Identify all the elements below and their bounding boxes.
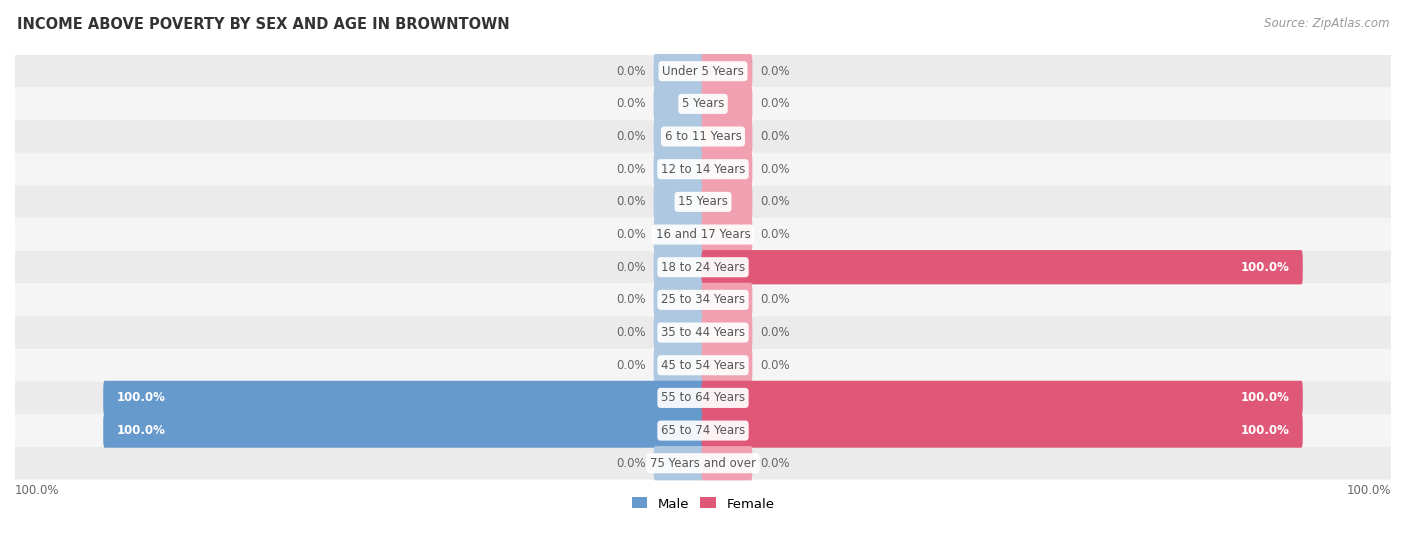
- FancyBboxPatch shape: [702, 119, 752, 153]
- Text: 0.0%: 0.0%: [617, 130, 647, 143]
- FancyBboxPatch shape: [702, 218, 752, 252]
- FancyBboxPatch shape: [15, 414, 1391, 447]
- FancyBboxPatch shape: [702, 446, 752, 480]
- FancyBboxPatch shape: [15, 251, 1391, 283]
- Text: 0.0%: 0.0%: [617, 326, 647, 339]
- FancyBboxPatch shape: [702, 283, 752, 317]
- FancyBboxPatch shape: [702, 86, 752, 121]
- FancyBboxPatch shape: [702, 185, 752, 219]
- Text: 12 to 14 Years: 12 to 14 Years: [661, 163, 745, 176]
- FancyBboxPatch shape: [103, 413, 704, 448]
- FancyBboxPatch shape: [654, 54, 704, 88]
- FancyBboxPatch shape: [654, 283, 704, 317]
- Text: 0.0%: 0.0%: [617, 261, 647, 274]
- Text: 100.0%: 100.0%: [1240, 261, 1289, 274]
- Text: 100.0%: 100.0%: [1240, 391, 1289, 405]
- FancyBboxPatch shape: [702, 381, 1303, 415]
- FancyBboxPatch shape: [654, 446, 704, 480]
- FancyBboxPatch shape: [654, 119, 704, 153]
- Text: INCOME ABOVE POVERTY BY SEX AND AGE IN BROWNTOWN: INCOME ABOVE POVERTY BY SEX AND AGE IN B…: [17, 17, 509, 32]
- Text: 0.0%: 0.0%: [617, 359, 647, 372]
- Text: 100.0%: 100.0%: [1347, 484, 1391, 498]
- Text: 18 to 24 Years: 18 to 24 Years: [661, 261, 745, 274]
- Text: 0.0%: 0.0%: [759, 195, 789, 208]
- Text: 75 Years and over: 75 Years and over: [650, 457, 756, 470]
- Text: 0.0%: 0.0%: [759, 163, 789, 176]
- Text: 0.0%: 0.0%: [617, 163, 647, 176]
- Text: Source: ZipAtlas.com: Source: ZipAtlas.com: [1264, 17, 1389, 30]
- FancyBboxPatch shape: [702, 54, 752, 88]
- Text: 100.0%: 100.0%: [117, 424, 166, 437]
- Text: 0.0%: 0.0%: [617, 228, 647, 241]
- FancyBboxPatch shape: [15, 55, 1391, 88]
- Text: 0.0%: 0.0%: [617, 65, 647, 78]
- Text: 0.0%: 0.0%: [617, 195, 647, 208]
- FancyBboxPatch shape: [15, 153, 1391, 186]
- FancyBboxPatch shape: [702, 315, 752, 350]
- FancyBboxPatch shape: [15, 349, 1391, 382]
- FancyBboxPatch shape: [103, 381, 704, 415]
- FancyBboxPatch shape: [15, 88, 1391, 120]
- Text: Under 5 Years: Under 5 Years: [662, 65, 744, 78]
- Legend: Male, Female: Male, Female: [626, 492, 780, 516]
- Text: 0.0%: 0.0%: [617, 294, 647, 306]
- Text: 5 Years: 5 Years: [682, 97, 724, 110]
- FancyBboxPatch shape: [15, 316, 1391, 349]
- Text: 0.0%: 0.0%: [759, 97, 789, 110]
- Text: 16 and 17 Years: 16 and 17 Years: [655, 228, 751, 241]
- Text: 35 to 44 Years: 35 to 44 Years: [661, 326, 745, 339]
- Text: 0.0%: 0.0%: [759, 228, 789, 241]
- Text: 0.0%: 0.0%: [617, 97, 647, 110]
- Text: 0.0%: 0.0%: [617, 457, 647, 470]
- Text: 100.0%: 100.0%: [1240, 424, 1289, 437]
- FancyBboxPatch shape: [702, 413, 1303, 448]
- FancyBboxPatch shape: [15, 283, 1391, 316]
- Text: 25 to 34 Years: 25 to 34 Years: [661, 294, 745, 306]
- Text: 55 to 64 Years: 55 to 64 Years: [661, 391, 745, 405]
- FancyBboxPatch shape: [654, 315, 704, 350]
- FancyBboxPatch shape: [654, 218, 704, 252]
- FancyBboxPatch shape: [654, 250, 704, 285]
- Text: 15 Years: 15 Years: [678, 195, 728, 208]
- FancyBboxPatch shape: [15, 382, 1391, 414]
- FancyBboxPatch shape: [654, 86, 704, 121]
- Text: 65 to 74 Years: 65 to 74 Years: [661, 424, 745, 437]
- Text: 100.0%: 100.0%: [15, 484, 59, 498]
- FancyBboxPatch shape: [15, 218, 1391, 251]
- FancyBboxPatch shape: [15, 186, 1391, 218]
- FancyBboxPatch shape: [654, 185, 704, 219]
- FancyBboxPatch shape: [702, 152, 752, 186]
- Text: 0.0%: 0.0%: [759, 65, 789, 78]
- Text: 45 to 54 Years: 45 to 54 Years: [661, 359, 745, 372]
- FancyBboxPatch shape: [15, 447, 1391, 479]
- Text: 0.0%: 0.0%: [759, 457, 789, 470]
- FancyBboxPatch shape: [15, 120, 1391, 153]
- Text: 100.0%: 100.0%: [117, 391, 166, 405]
- FancyBboxPatch shape: [654, 152, 704, 186]
- FancyBboxPatch shape: [654, 348, 704, 382]
- FancyBboxPatch shape: [702, 348, 752, 382]
- Text: 0.0%: 0.0%: [759, 294, 789, 306]
- Text: 0.0%: 0.0%: [759, 130, 789, 143]
- Text: 0.0%: 0.0%: [759, 326, 789, 339]
- Text: 0.0%: 0.0%: [759, 359, 789, 372]
- Text: 6 to 11 Years: 6 to 11 Years: [665, 130, 741, 143]
- FancyBboxPatch shape: [702, 250, 1303, 285]
